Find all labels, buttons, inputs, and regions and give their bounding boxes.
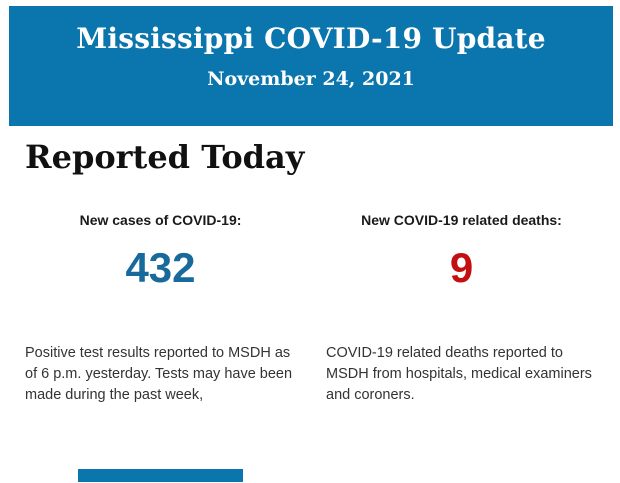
new-deaths-label: New COVID-19 related deaths:: [361, 212, 562, 228]
stats-columns: New cases of COVID-19: 432 Positive test…: [25, 212, 597, 406]
stat-column-new-cases: New cases of COVID-19: 432 Positive test…: [25, 212, 296, 406]
description-line: of 6 p.m. yesterday. Tests may have been: [25, 366, 293, 382]
new-cases-description: Positive test results reported to MSDH a…: [25, 343, 296, 406]
new-cases-label: New cases of COVID-19:: [79, 212, 242, 228]
next-section-strip: [78, 469, 243, 482]
description-line: Positive test results reported to MSDH a…: [25, 345, 291, 361]
description-line: and coroners.: [326, 387, 415, 403]
report-section: Reported Today New cases of COVID-19: 43…: [25, 138, 597, 406]
report-date: November 24, 2021: [207, 68, 415, 90]
stat-column-new-deaths: New COVID-19 related deaths: 9 COVID-19 …: [326, 212, 597, 406]
new-deaths-value: 9: [449, 244, 474, 291]
header-banner: Mississippi COVID-19 Update November 24,…: [9, 6, 613, 126]
page-title: Mississippi COVID-19 Update: [76, 22, 546, 55]
description-line: COVID-19 related deaths reported to: [326, 345, 563, 361]
new-cases-value: 432: [125, 244, 196, 291]
description-line: MSDH from hospitals, medical examiners: [326, 366, 592, 382]
section-heading: Reported Today: [25, 138, 305, 176]
description-line: made during the past week,: [25, 387, 204, 403]
new-deaths-description: COVID-19 related deaths reported to MSDH…: [326, 343, 597, 406]
